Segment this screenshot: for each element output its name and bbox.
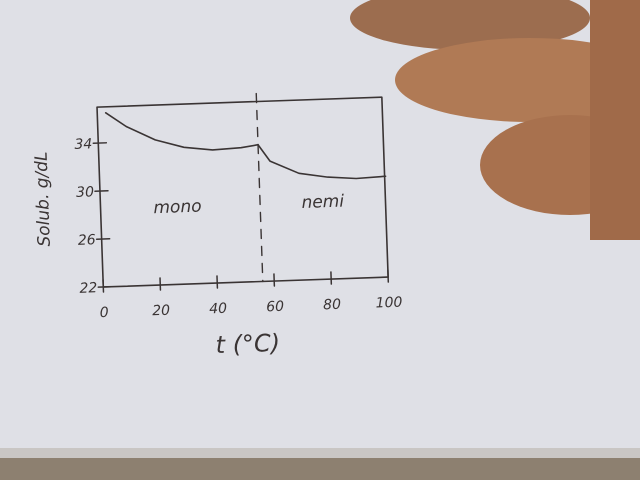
fingers	[350, 0, 640, 240]
region-label-nemi: nemi	[301, 192, 344, 213]
x-tick-label: 20	[152, 303, 170, 320]
y-tick-label: 30	[76, 184, 94, 201]
chart: 0 20 40 60 80 100 22 26 30 34 mono nemi t (°C) Solub.…	[32, 92, 403, 359]
solubility-curve-2	[257, 143, 386, 180]
y-tick-label: 22	[79, 280, 97, 297]
paper-edge	[0, 448, 640, 458]
x-tick-label: 60	[266, 299, 284, 316]
solubility-curve-1	[104, 112, 259, 151]
x-tick-label: 40	[209, 301, 227, 318]
transition-dashed-line	[255, 92, 264, 283]
y-axis-label: Solub. g/dL	[32, 151, 55, 247]
y-tick-label: 26	[78, 232, 96, 249]
x-tick-label: 0	[99, 305, 109, 321]
x-axis-label: t (°C)	[215, 329, 280, 359]
x-tick-label: 80	[323, 297, 341, 314]
region-label-mono: mono	[153, 197, 202, 219]
plot-frame	[96, 96, 389, 288]
x-tick-label: 100	[375, 295, 402, 312]
table-edge	[0, 455, 640, 480]
y-tick-label: 34	[74, 136, 92, 153]
